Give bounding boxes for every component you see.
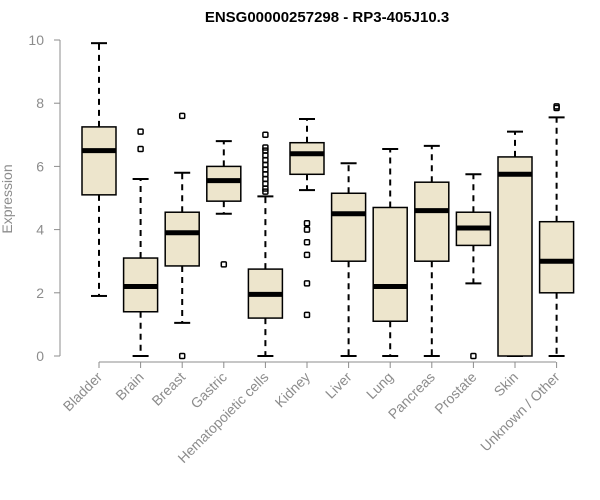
outlier-point (303, 220, 311, 227)
box (372, 206, 408, 322)
outlier-point (303, 238, 311, 246)
y-tick-label: 10 (28, 32, 44, 48)
y-tick-label: 4 (36, 222, 44, 238)
y-tick-label: 2 (36, 285, 44, 301)
box (330, 192, 367, 262)
x-tick-label: Liver (322, 369, 355, 402)
x-ticks (98, 362, 558, 368)
box-group (247, 131, 284, 357)
y-axis-label: Expression (0, 164, 15, 233)
box (164, 211, 200, 267)
x-tick-label: Lung (363, 369, 396, 402)
outlier-point (137, 128, 144, 135)
y-tick-label: 0 (36, 348, 44, 364)
box (206, 165, 242, 202)
box (81, 126, 117, 196)
box-group (81, 42, 117, 297)
box (289, 141, 325, 176)
x-tick-label: Unknown / Other (477, 369, 563, 455)
x-tick-label: Kidney (272, 369, 314, 411)
outlier-point (303, 251, 311, 259)
outlier-point (220, 261, 228, 268)
outlier-point (178, 112, 186, 120)
outlier-point (303, 311, 311, 319)
box (538, 220, 575, 294)
outlier-point (178, 352, 186, 360)
box (414, 181, 450, 262)
y-ticks: 0 2 4 6 8 10 (28, 32, 60, 364)
outlier-point (470, 352, 477, 360)
y-tick-label: 8 (36, 95, 44, 111)
outlier-point (262, 144, 269, 151)
box-group (164, 112, 200, 360)
box-group (538, 103, 575, 357)
y-tick-label: 6 (36, 158, 44, 174)
box-group (497, 130, 533, 357)
x-tick-label: Skin (491, 369, 522, 400)
box-group (372, 148, 408, 357)
box-group (122, 128, 159, 357)
x-tick-label: Breast (148, 369, 188, 409)
box-group (206, 140, 242, 268)
x-tick-label: Prostate (431, 369, 479, 417)
x-tick-label: Brain (112, 369, 146, 403)
box (497, 156, 533, 357)
box-group (455, 173, 492, 360)
outlier-point (262, 188, 269, 195)
box-series (81, 42, 575, 360)
outlier-point (303, 280, 311, 287)
outlier-point (262, 131, 269, 139)
box-group (414, 144, 450, 357)
box-group (289, 118, 325, 319)
chart-title: ENSG00000257298 - RP3-405J10.3 (205, 9, 449, 26)
outlier-point (303, 226, 311, 233)
outlier-point (553, 103, 560, 110)
outlier-point (137, 145, 144, 153)
x-tick-label: Bladder (60, 369, 106, 415)
box-group (330, 162, 367, 357)
outlier-point (262, 147, 269, 154)
